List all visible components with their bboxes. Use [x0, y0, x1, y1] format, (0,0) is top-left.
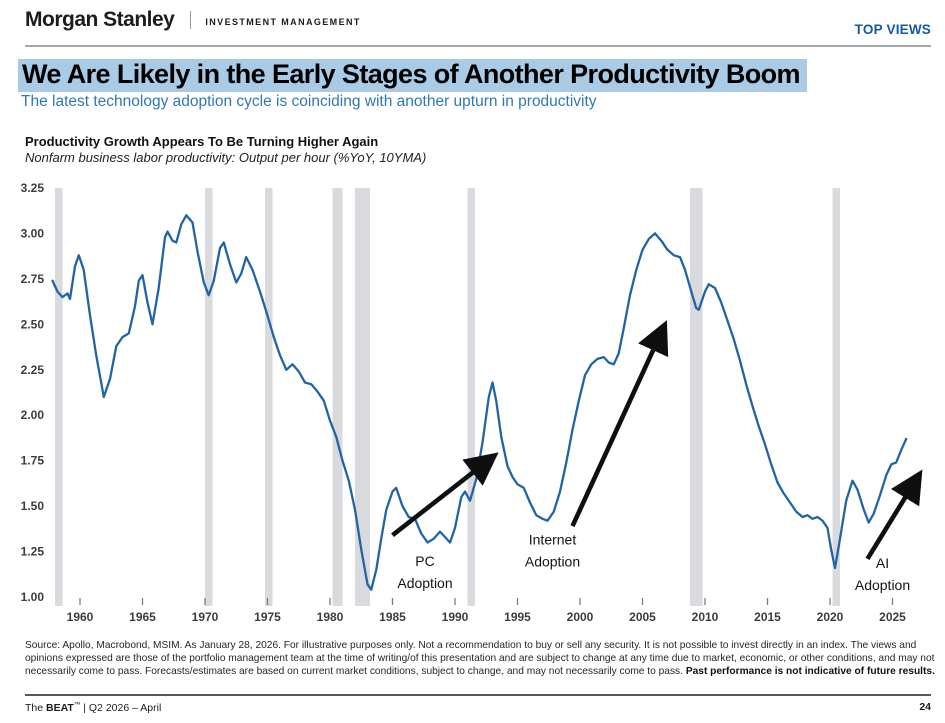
x-tick-label: 2025	[879, 610, 906, 624]
x-tick-label: 1970	[192, 610, 219, 624]
chart-annotations: PC Adoption Internet Adoption AI Adoption	[391, 320, 923, 593]
footer-rule	[25, 694, 931, 696]
source-text: Source: Apollo, Macrobond, MSIM. As Janu…	[25, 640, 935, 677]
productivity-chart: 1.00 1.25 1.50 1.75 2.00 2.25 2.50 2.75 3.00 3.25…	[0, 175, 945, 637]
x-tick-label: 2020	[817, 610, 844, 624]
recession-band	[832, 188, 840, 606]
brand-row: Morgan Stanley INVESTMENT MANAGEMENT	[25, 8, 931, 32]
recession-band	[467, 188, 475, 606]
x-tick-label: 2015	[754, 610, 781, 624]
y-tick-label: 2.75	[21, 272, 45, 286]
morgan-stanley-logo: Morgan Stanley	[25, 8, 175, 31]
y-tick-label: 1.75	[21, 454, 45, 468]
top-views-link[interactable]: TOP VIEWS	[854, 22, 931, 37]
header-rule	[25, 45, 931, 47]
chart-title: Productivity Growth Appears To Be Turnin…	[25, 134, 379, 149]
x-tick-label: 2010	[692, 610, 719, 624]
page-title: We Are Likely in the Early Stages of Ano…	[18, 59, 807, 92]
chart-subtitle: Nonfarm business labor productivity: Out…	[25, 150, 427, 165]
x-tick-label: 1965	[129, 610, 156, 624]
x-tick-label: 1980	[317, 610, 344, 624]
y-tick-label: 1.50	[21, 499, 45, 513]
adoption-arrow	[865, 469, 923, 561]
adoption-arrow	[570, 320, 669, 528]
x-tick-label: 2000	[567, 610, 594, 624]
y-tick-label: 3.00	[21, 226, 45, 240]
y-tick-label: 3.25	[21, 181, 45, 195]
header: Morgan Stanley INVESTMENT MANAGEMENT TOP…	[25, 8, 931, 46]
x-tick-label: 1995	[504, 610, 531, 624]
y-tick-label: 1.25	[21, 545, 45, 559]
y-tick-label: 2.00	[21, 408, 45, 422]
adoption-label: AI Adoption	[855, 555, 910, 593]
footer: The BEAT™ | Q2 2026 – April 24	[25, 701, 931, 714]
adoption-label: Internet Adoption	[525, 531, 580, 569]
recession-band	[55, 188, 63, 606]
recession-band	[690, 188, 703, 606]
recession-band	[332, 188, 343, 606]
adoption-label: PC Adoption	[397, 553, 452, 591]
recession-band	[355, 188, 370, 606]
adoption-arrow	[391, 452, 499, 538]
productivity-line-chart: 1.00 1.25 1.50 1.75 2.00 2.25 2.50 2.75 3.00 3.25…	[21, 181, 923, 624]
y-tick-label: 2.50	[21, 317, 45, 331]
x-tick-label: 1985	[379, 610, 406, 624]
axes: 1.00 1.25 1.50 1.75 2.00 2.25 2.50 2.75 3.00 3.25…	[21, 181, 907, 624]
footer-publication: The BEAT™ | Q2 2026 – April	[25, 701, 162, 714]
x-tick-label: 2005	[629, 610, 656, 624]
past-performance-note: Past performance is not indicative of fu…	[685, 665, 935, 677]
recession-bands	[55, 188, 840, 606]
brand-divider	[190, 11, 192, 29]
productivity-series-line	[51, 214, 908, 591]
x-tick-label: 1960	[67, 610, 94, 624]
page-number: 24	[919, 701, 931, 713]
brand-division-label: INVESTMENT MANAGEMENT	[205, 16, 361, 27]
x-tick-label: 1990	[442, 610, 469, 624]
source-disclaimer: Source: Apollo, Macrobond, MSIM. As Janu…	[25, 640, 935, 679]
page-subtitle: The latest technology adoption cycle is …	[21, 93, 597, 110]
y-tick-label: 1.00	[21, 590, 45, 604]
y-tick-label: 2.25	[21, 363, 45, 377]
headline: We Are Likely in the Early Stages of Ano…	[18, 59, 807, 92]
recession-band	[205, 188, 213, 606]
recession-band	[265, 188, 273, 606]
series-path	[51, 214, 908, 591]
x-tick-label: 1975	[254, 610, 281, 624]
